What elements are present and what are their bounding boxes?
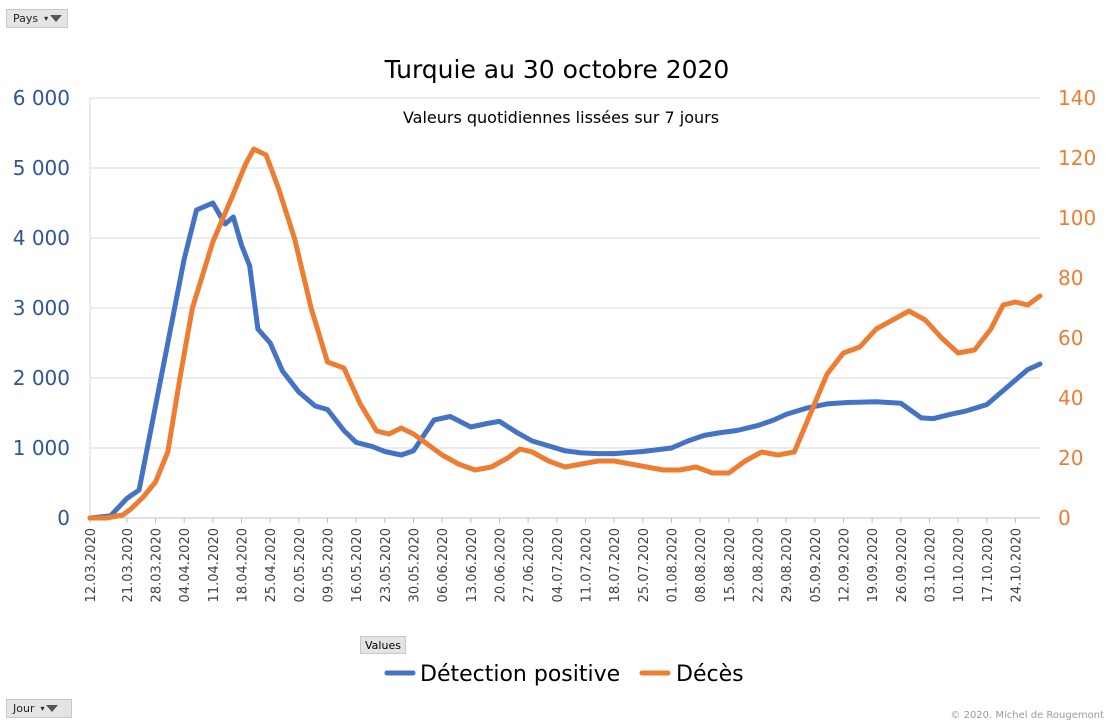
y-left-tick-label: 5 000 xyxy=(13,156,70,180)
y-right-tick-label: 60 xyxy=(1058,326,1083,350)
x-tick-label: 18.07.2020 xyxy=(608,528,623,602)
jour-filter-button[interactable]: Jour ▾ xyxy=(6,699,72,718)
x-tick-label: 04.07.2020 xyxy=(551,528,566,602)
y-right-tick-label: 120 xyxy=(1058,146,1096,170)
x-tick-label: 06.06.2020 xyxy=(436,528,451,602)
x-tick-label: 11.07.2020 xyxy=(579,528,594,602)
x-tick-label: 11.04.2020 xyxy=(207,528,222,602)
funnel-icon xyxy=(50,15,63,22)
x-tick-label: 01.08.2020 xyxy=(665,528,680,602)
x-tick-label: 12.03.2020 xyxy=(84,528,99,602)
copyright-text: © 2020. Michel de Rougemont xyxy=(950,710,1104,721)
y-right-tick-label: 100 xyxy=(1058,206,1096,230)
y-right-tick-label: 140 xyxy=(1058,86,1096,110)
x-tick-label: 23.05.2020 xyxy=(379,528,394,602)
x-tick-label: 10.10.2020 xyxy=(952,528,967,602)
x-tick-label: 08.08.2020 xyxy=(694,528,709,602)
pays-filter-button[interactable]: Pays ▾ xyxy=(6,9,68,28)
x-tick-label: 09.05.2020 xyxy=(322,528,337,602)
x-tick-label: 17.10.2020 xyxy=(981,528,996,602)
pays-filter-label: Pays xyxy=(13,12,39,25)
y-left-tick-label: 3 000 xyxy=(13,296,70,320)
y-left-tick-label: 4 000 xyxy=(13,226,70,250)
y-right-tick-label: 0 xyxy=(1058,506,1071,530)
x-tick-label: 22.08.2020 xyxy=(751,528,766,602)
values-field-label: Values xyxy=(365,638,401,652)
legend-label: Détection positive xyxy=(420,662,620,687)
x-tick-label: 25.07.2020 xyxy=(637,528,652,602)
y-axis-left: 0 1 000 2 000 3 000 4 000 5 000 6 000 xyxy=(13,86,91,530)
x-tick-label: 21.03.2020 xyxy=(121,528,136,602)
dropdown-arrow-icon: ▾ xyxy=(44,14,49,23)
x-tick-label: 13.06.2020 xyxy=(465,528,480,602)
x-tick-label: 16.05.2020 xyxy=(350,528,365,602)
x-tick-label: 03.10.2020 xyxy=(923,528,938,602)
x-tick-label: 18.04.2020 xyxy=(236,528,251,602)
funnel-icon xyxy=(46,705,59,712)
y-axis-right: 0 20 40 60 80 100 120 140 xyxy=(1058,86,1096,530)
x-tick-label: 02.05.2020 xyxy=(293,528,308,602)
series-lines xyxy=(87,146,1043,521)
x-tick-label: 25.04.2020 xyxy=(264,528,279,602)
y-left-tick-label: 2 000 xyxy=(13,366,70,390)
x-tick-label: 04.04.2020 xyxy=(178,528,193,602)
y-right-tick-label: 40 xyxy=(1058,386,1083,410)
y-left-tick-label: 0 xyxy=(57,506,70,530)
values-field-button[interactable]: Values xyxy=(360,636,406,654)
x-tick-label: 20.06.2020 xyxy=(493,528,508,602)
x-tick-label: 19.09.2020 xyxy=(866,528,881,602)
x-tick-label: 29.08.2020 xyxy=(780,528,795,602)
chart-subtitle: Valeurs quotidiennes lissées sur 7 jours xyxy=(403,108,719,127)
x-tick-label: 30.05.2020 xyxy=(407,528,422,602)
y-left-tick-label: 6 000 xyxy=(13,86,70,110)
x-tick-label: 27.06.2020 xyxy=(522,528,537,602)
x-tick-label: 05.09.2020 xyxy=(809,528,824,602)
x-axis: 12.03.2020 21.03.2020 28.03.2020 04.04.2020… xyxy=(84,517,1040,602)
series-line-deces xyxy=(87,146,1043,521)
x-tick-label: 15.08.2020 xyxy=(723,528,738,602)
x-tick-label: 26.09.2020 xyxy=(895,528,910,602)
x-tick-label: 12.09.2020 xyxy=(837,528,852,602)
jour-filter-label: Jour xyxy=(13,702,35,715)
y-left-tick-label: 1 000 xyxy=(13,436,70,460)
x-tick-label: 24.10.2020 xyxy=(1009,528,1024,602)
series-line-detection-positive xyxy=(87,200,1043,521)
dropdown-arrow-icon: ▾ xyxy=(40,704,45,713)
legend-label: Décès xyxy=(676,662,744,687)
y-right-tick-label: 20 xyxy=(1058,446,1083,470)
x-tick-label: 28.03.2020 xyxy=(150,528,165,602)
chart-title: Turquie au 30 octobre 2020 xyxy=(384,55,730,84)
y-right-tick-label: 80 xyxy=(1058,266,1083,290)
gridlines xyxy=(90,97,1040,449)
legend: Détection positive Décès xyxy=(384,662,744,687)
